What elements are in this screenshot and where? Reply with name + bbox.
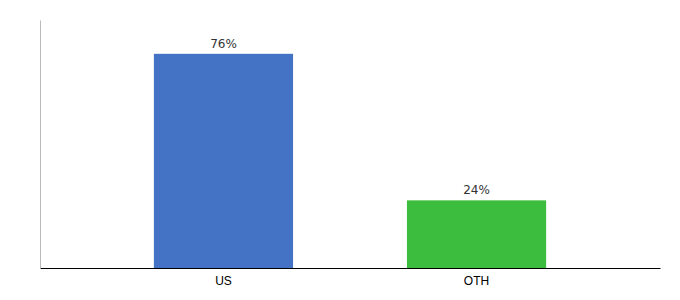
x-tick-label: US [215, 274, 232, 288]
y-axis [40, 21, 41, 269]
x-tick: US [215, 268, 232, 288]
bar [407, 200, 546, 268]
plot: US OTH 76% 24% [41, 21, 661, 288]
x-tick: OTH [464, 268, 489, 288]
bar [154, 54, 293, 268]
x-axis: US OTH [41, 268, 661, 288]
x-axis-line [41, 268, 661, 269]
data-label: 76% [210, 37, 237, 51]
chart-container: US OTH 76% 24% [0, 0, 680, 300]
data-label: 24% [463, 183, 490, 197]
data-labels: 76% 24% [210, 37, 490, 198]
y-axis-line [40, 21, 41, 269]
bars [154, 54, 546, 268]
x-tick-label: OTH [464, 274, 489, 288]
chart-svg: US OTH 76% 24% [0, 0, 680, 300]
